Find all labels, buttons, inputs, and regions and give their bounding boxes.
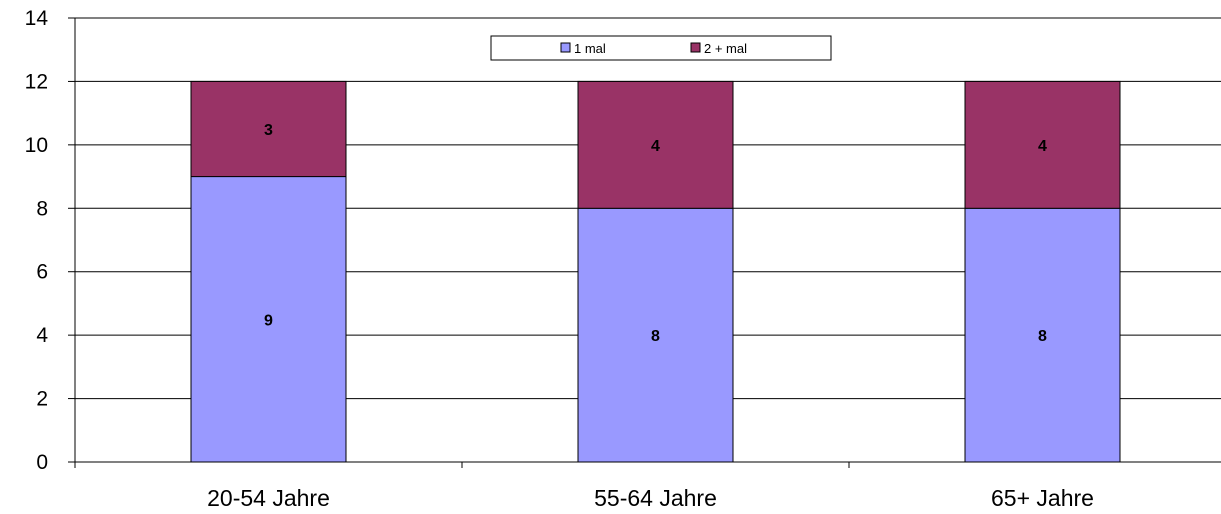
bar-segment [964, 207, 1121, 463]
bar-segment [577, 80, 734, 209]
legend-box [490, 35, 832, 61]
x-category-label: 55-64 Jahre [594, 485, 717, 511]
legend-label: 2 + mal [704, 41, 747, 56]
y-tick-label: 0 [36, 451, 48, 474]
bar-segment [190, 80, 347, 178]
data-label: 4 [651, 138, 660, 155]
legend-label: 1 mal [574, 41, 606, 56]
x-category-label: 20-54 Jahre [207, 485, 330, 511]
y-tick-label: 8 [36, 197, 48, 220]
y-tick-label: 12 [25, 70, 48, 93]
data-label: 4 [1038, 138, 1047, 155]
y-tick-label: 2 [36, 388, 48, 411]
data-label: 9 [264, 312, 273, 329]
data-label: 3 [264, 122, 273, 139]
y-tick-label: 4 [36, 324, 48, 347]
x-category-label: 65+ Jahre [991, 485, 1094, 511]
data-label: 8 [651, 328, 660, 345]
bar-segment [964, 80, 1121, 209]
legend-swatch [690, 42, 701, 53]
y-tick-label: 10 [25, 134, 48, 157]
legend-swatch [560, 42, 571, 53]
data-label: 8 [1038, 328, 1047, 345]
y-tick-label: 14 [25, 7, 49, 30]
y-tick-label: 6 [36, 261, 48, 284]
bar-segment [577, 207, 734, 463]
